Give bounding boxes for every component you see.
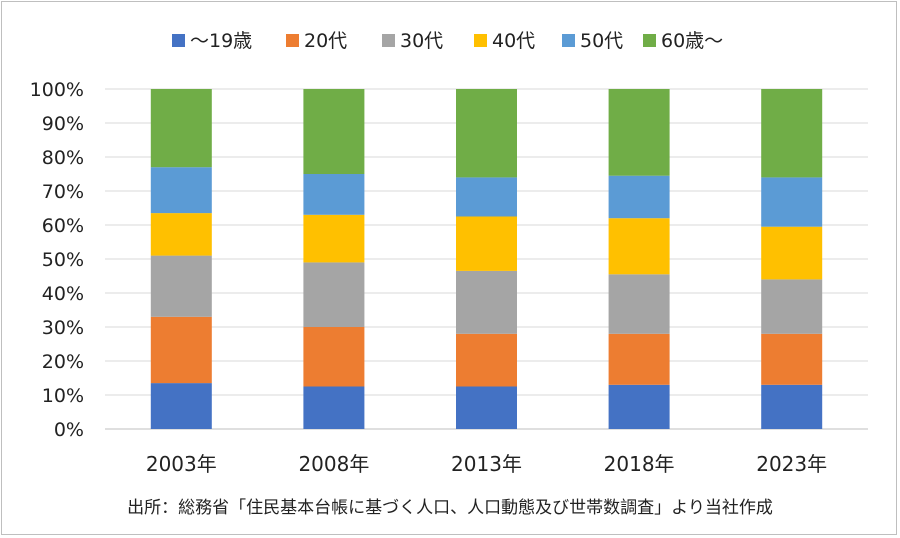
bar-segment bbox=[456, 270, 517, 334]
y-tick-label: 50% bbox=[42, 249, 84, 271]
y-tick-label: 10% bbox=[42, 385, 84, 407]
bar-segment bbox=[456, 177, 517, 217]
legend-label: ～19歳 bbox=[190, 30, 252, 52]
legend: ～19歳 20代 30代 40代 50代 60歳～ bbox=[172, 30, 723, 52]
y-tick-label: 80% bbox=[42, 147, 84, 169]
y-tick-label: 90% bbox=[42, 113, 84, 135]
y-tick-label: 40% bbox=[42, 283, 84, 305]
legend-swatch bbox=[172, 34, 185, 47]
bar-segment bbox=[456, 89, 517, 178]
bar-segment bbox=[608, 333, 670, 385]
y-axis-ticks: 0% 10% 20% 30% 40% 50% 60% 70% 80% 90% 100% bbox=[30, 79, 84, 441]
bar-segment bbox=[150, 316, 212, 384]
x-tick-label: 2018年 bbox=[604, 452, 675, 476]
bar-segment bbox=[150, 167, 212, 214]
y-tick-label: 100% bbox=[30, 79, 84, 101]
x-tick-label: 2013年 bbox=[451, 452, 522, 476]
x-tick-label: 2008年 bbox=[298, 452, 369, 476]
bar-segment bbox=[608, 274, 670, 334]
bar-segment bbox=[608, 218, 670, 275]
bar-segment bbox=[608, 175, 670, 219]
bar-segment bbox=[150, 89, 212, 168]
bars bbox=[150, 89, 823, 429]
bar-segment bbox=[761, 279, 823, 334]
bar-segment bbox=[761, 226, 823, 280]
legend-swatch bbox=[562, 34, 575, 47]
y-tick-label: 20% bbox=[42, 351, 84, 373]
legend-label: 30代 bbox=[400, 30, 443, 52]
bar-segment bbox=[456, 333, 517, 387]
legend-swatch bbox=[643, 34, 656, 47]
x-tick-label: 2003年 bbox=[146, 452, 217, 476]
bar-segment bbox=[608, 89, 670, 176]
legend-swatch bbox=[382, 34, 395, 47]
legend-swatch bbox=[474, 34, 487, 47]
legend-label: 60歳～ bbox=[661, 30, 723, 52]
y-tick-label: 30% bbox=[42, 317, 84, 339]
x-tick-label: 2023年 bbox=[756, 452, 827, 476]
legend-label: 50代 bbox=[580, 30, 623, 52]
bar-segment bbox=[761, 177, 823, 227]
x-axis-ticks: 2003年 2008年 2013年 2018年 2023年 bbox=[146, 452, 827, 476]
bar-segment bbox=[303, 327, 365, 387]
bar-segment bbox=[303, 214, 365, 263]
bar-segment bbox=[608, 384, 670, 429]
legend-label: 20代 bbox=[304, 30, 347, 52]
bar-segment bbox=[456, 386, 517, 429]
bar-segment bbox=[761, 89, 823, 178]
bar-segment bbox=[761, 384, 823, 429]
bar-segment bbox=[150, 213, 212, 256]
y-tick-label: 0% bbox=[54, 419, 84, 441]
source-note: 出所：総務省「住民基本台帳に基づく人口、人口動態及び世帯数調査」より当社作成 bbox=[127, 498, 773, 518]
legend-label: 40代 bbox=[492, 30, 535, 52]
legend-swatch bbox=[286, 34, 299, 47]
bar-segment bbox=[303, 262, 365, 327]
bar-segment bbox=[456, 216, 517, 271]
y-tick-label: 70% bbox=[42, 181, 84, 203]
bar-segment bbox=[303, 174, 365, 215]
bar-segment bbox=[761, 333, 823, 385]
y-tick-label: 60% bbox=[42, 215, 84, 237]
bar-segment bbox=[303, 386, 365, 429]
bar-segment bbox=[303, 89, 365, 174]
bar-segment bbox=[150, 383, 212, 429]
bar-segment bbox=[150, 255, 212, 317]
